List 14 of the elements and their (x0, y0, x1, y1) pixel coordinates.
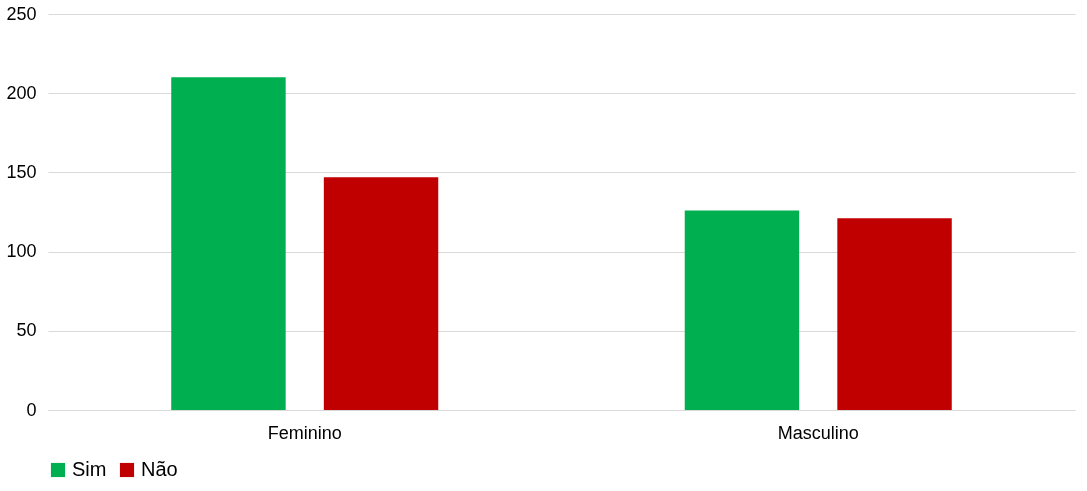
y-tick-label: 200 (6, 82, 37, 103)
y-tick-label: 100 (6, 241, 37, 262)
x-tick-label: Masculino (777, 422, 859, 443)
bar (837, 218, 952, 410)
y-tick-label: 150 (6, 161, 37, 182)
x-tick-label: Feminino (267, 422, 342, 443)
bar (684, 210, 800, 410)
bar (323, 177, 439, 410)
y-tick-label: 50 (16, 320, 37, 341)
legend-label: Não (141, 458, 178, 480)
y-tick-label: 250 (6, 3, 37, 24)
y-tick-label: 0 (26, 399, 37, 420)
legend-label: Sim (72, 458, 107, 480)
bar (171, 77, 286, 410)
